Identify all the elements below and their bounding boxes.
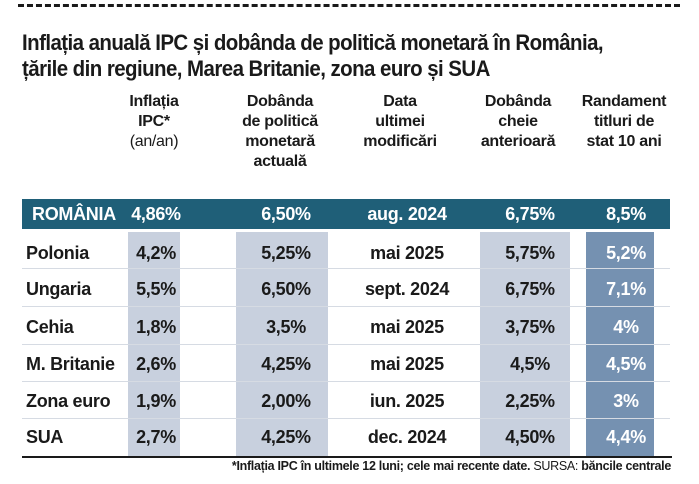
bond-yield-value: 5,2%: [606, 243, 646, 263]
previous-rate-value: 6,75%: [505, 204, 555, 224]
inflation-value: 5,5%: [136, 279, 176, 299]
column-shade-policy-rate: [236, 232, 328, 458]
header-inflation-line-3: (an/an): [129, 133, 179, 150]
page-title: Inflația anuală IPC și dobânda de politi…: [22, 30, 636, 82]
header-policy-rate-line-2: de politică: [242, 113, 318, 130]
last-change-date: iun. 2025: [369, 391, 445, 411]
country-name: ROMÂNIA: [32, 204, 116, 224]
header-inflation-line-1: Inflația: [129, 93, 179, 110]
top-dashed-rule: [18, 4, 680, 7]
bond-yield-value: 8,5%: [606, 204, 646, 224]
country-name: Ungaria: [26, 279, 91, 299]
romania-highlight-band: [22, 199, 670, 229]
column-shade-bond-yield: [586, 232, 654, 458]
previous-rate-value: 4,5%: [510, 354, 550, 374]
source-text: băncile centrale: [581, 459, 671, 473]
policy-rate-value: 6,50%: [261, 204, 311, 224]
row-separator: [22, 306, 670, 307]
inflation-value: 2,7%: [136, 427, 176, 447]
bond-yield-value: 4,5%: [606, 354, 646, 374]
country-name: Cehia: [26, 317, 74, 337]
bond-yield-value: 4,4%: [606, 427, 646, 447]
inflation-value: 2,6%: [136, 354, 176, 374]
last-change-date: mai 2025: [370, 243, 444, 263]
header-policy-rate-line-1: Dobânda: [246, 93, 314, 110]
row-separator: [22, 344, 670, 345]
previous-rate-value: 2,25%: [505, 391, 555, 411]
inflation-value: 4,86%: [131, 204, 181, 224]
header-last-change: Data ultimei modificări: [350, 92, 450, 152]
footnote-text: *Inflația IPC în ultimele 12 luni; cele …: [231, 459, 531, 473]
header-policy-rate: Dobânda de politică monetară actuală: [225, 92, 335, 172]
inflation-value: 4,2%: [136, 243, 176, 263]
last-change-date: mai 2025: [370, 354, 444, 374]
row-separator: [22, 381, 670, 382]
source-label: SURSA:: [533, 459, 579, 473]
country-name: SUA: [26, 427, 64, 447]
title-line-1: Inflația anuală IPC și dobânda de politi…: [22, 30, 604, 55]
previous-rate-value: 4,50%: [505, 427, 555, 447]
header-last-change-line-2: ultimei: [375, 113, 425, 130]
table-row: Cehia 1,8% 3,5% mai 2025 3,75% 4%: [22, 310, 670, 344]
table-row: Zona euro 1,9% 2,00% iun. 2025 2,25% 3%: [22, 384, 670, 418]
header-previous-rate-line-1: Dobânda: [484, 93, 552, 110]
previous-rate-value: 5,75%: [505, 243, 555, 263]
footnote: *Inflația IPC în ultimele 12 luni; cele …: [232, 459, 671, 473]
title-line-2: țările din regiune, Marea Britanie, zona…: [22, 56, 490, 81]
table-row: Ungaria 5,5% 6,50% sept. 2024 6,75% 7,1%: [22, 272, 670, 306]
header-previous-rate-line-3: anterioară: [480, 133, 556, 150]
bond-yield-value: 4%: [613, 317, 639, 337]
inflation-value: 1,9%: [136, 391, 176, 411]
header-policy-rate-line-3: monetară: [245, 133, 315, 150]
country-name: M. Britanie: [26, 354, 115, 374]
table-row: SUA 2,7% 4,25% dec. 2024 4,50% 4,4%: [22, 420, 670, 454]
header-previous-rate-line-2: cheie: [498, 113, 538, 130]
bond-yield-value: 3%: [613, 391, 639, 411]
header-inflation: Inflația IPC* (an/an): [118, 92, 190, 152]
policy-rate-value: 4,25%: [261, 354, 311, 374]
policy-rate-value: 6,50%: [261, 279, 311, 299]
country-name: Zona euro: [26, 391, 111, 411]
table-row: Polonia 4,2% 5,25% mai 2025 5,75% 5,2%: [22, 236, 670, 270]
table-row: M. Britanie 2,6% 4,25% mai 2025 4,5% 4,5…: [22, 347, 670, 381]
policy-rate-value: 2,00%: [261, 391, 311, 411]
last-change-date: sept. 2024: [364, 279, 450, 299]
bottom-rule: [22, 456, 672, 458]
header-previous-rate: Dobânda cheie anterioară: [466, 92, 570, 152]
column-shade-previous-rate: [480, 232, 570, 458]
inflation-value: 1,8%: [136, 317, 176, 337]
previous-rate-value: 3,75%: [505, 317, 555, 337]
last-change-date: aug. 2024: [367, 204, 447, 224]
header-last-change-line-3: modificări: [363, 133, 437, 150]
last-change-date: mai 2025: [370, 317, 444, 337]
policy-rate-value: 5,25%: [261, 243, 311, 263]
policy-rate-value: 4,25%: [261, 427, 311, 447]
row-separator: [22, 418, 670, 419]
bond-yield-value: 7,1%: [606, 279, 646, 299]
header-policy-rate-line-4: actuală: [253, 153, 307, 170]
row-separator: [22, 268, 670, 269]
header-inflation-line-2: IPC*: [138, 113, 170, 130]
header-bond-yield-line-1: Randament: [581, 93, 667, 110]
header-bond-yield-line-2: titluri de: [593, 113, 655, 130]
policy-rate-value: 3,5%: [266, 317, 306, 337]
previous-rate-value: 6,75%: [505, 279, 555, 299]
country-name: Polonia: [26, 243, 89, 263]
last-change-date: dec. 2024: [367, 427, 447, 447]
column-shade-inflation: [128, 232, 180, 458]
header-bond-yield: Randament titluri de stat 10 ani: [574, 92, 674, 152]
header-last-change-line-1: Data: [383, 93, 417, 110]
header-bond-yield-line-3: stat 10 ani: [586, 133, 662, 150]
table-row-romania: ROMÂNIA 4,86% 6,50% aug. 2024 6,75% 8,5%: [22, 199, 670, 233]
